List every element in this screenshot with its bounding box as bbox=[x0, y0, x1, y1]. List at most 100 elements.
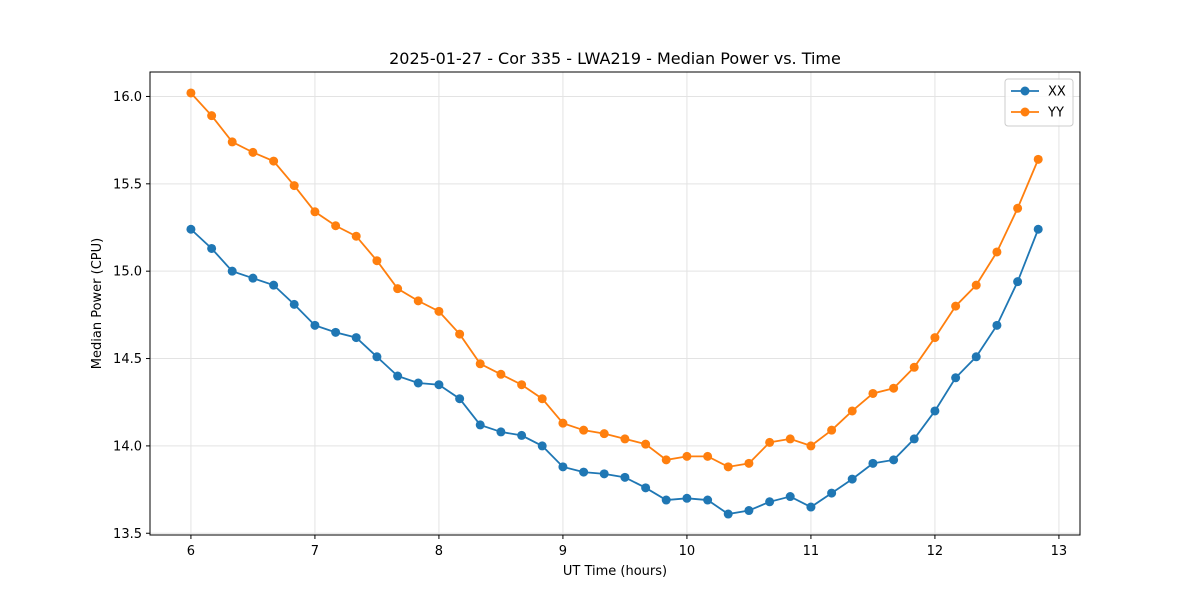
data-point-xx bbox=[310, 320, 320, 330]
data-point-xx bbox=[620, 472, 630, 482]
data-point-xx bbox=[992, 320, 1002, 330]
data-point-xx bbox=[744, 506, 754, 516]
legend-item-yy: YY bbox=[1011, 106, 1064, 121]
data-point-xx bbox=[1033, 224, 1043, 234]
legend-marker-yy bbox=[1020, 107, 1030, 117]
data-point-xx bbox=[599, 469, 609, 479]
data-point-xx bbox=[248, 273, 258, 283]
grid-lines bbox=[150, 72, 1080, 535]
x-tick-label: 10 bbox=[679, 544, 696, 559]
data-point-yy bbox=[971, 280, 981, 290]
data-point-yy bbox=[1033, 154, 1043, 164]
data-point-yy bbox=[579, 425, 589, 435]
x-tick-label: 7 bbox=[311, 544, 319, 559]
data-point-yy bbox=[806, 441, 816, 451]
y-tick-label: 15.0 bbox=[113, 265, 142, 280]
data-point-yy bbox=[599, 429, 609, 439]
data-point-yy bbox=[682, 451, 692, 461]
data-point-xx bbox=[186, 224, 196, 234]
data-point-yy bbox=[289, 181, 299, 191]
data-point-yy bbox=[992, 247, 1002, 257]
data-point-xx bbox=[785, 492, 795, 502]
data-point-xx bbox=[413, 378, 423, 388]
y-tick-label: 14.5 bbox=[113, 352, 142, 367]
data-point-yy bbox=[351, 231, 361, 241]
data-point-yy bbox=[620, 434, 630, 444]
data-point-yy bbox=[269, 156, 279, 166]
data-point-yy bbox=[475, 359, 485, 369]
legend-item-xx: XX bbox=[1011, 85, 1066, 100]
y-tick-label: 15.5 bbox=[113, 177, 142, 192]
series-yy bbox=[186, 88, 1043, 472]
data-point-yy bbox=[434, 306, 444, 316]
data-point-yy bbox=[641, 439, 651, 449]
data-point-xx bbox=[806, 502, 816, 512]
data-point-yy bbox=[744, 458, 754, 468]
data-point-xx bbox=[847, 474, 857, 484]
data-point-yy bbox=[207, 111, 217, 121]
x-tick-label: 11 bbox=[803, 544, 820, 559]
data-point-xx bbox=[682, 493, 692, 503]
data-point-yy bbox=[248, 147, 258, 157]
data-point-yy bbox=[951, 301, 961, 311]
data-point-yy bbox=[827, 425, 837, 435]
legend-label-xx: XX bbox=[1048, 85, 1066, 100]
data-point-xx bbox=[971, 352, 981, 362]
data-point-xx bbox=[496, 427, 506, 437]
x-tick-label: 6 bbox=[187, 544, 195, 559]
data-point-yy bbox=[1013, 203, 1023, 213]
y-tick-label: 13.5 bbox=[113, 527, 142, 542]
data-point-xx bbox=[579, 467, 589, 477]
data-point-xx bbox=[558, 462, 568, 472]
data-point-yy bbox=[227, 137, 237, 147]
data-point-xx bbox=[889, 455, 899, 465]
data-point-xx bbox=[207, 243, 217, 253]
data-point-yy bbox=[331, 221, 341, 231]
data-point-xx bbox=[351, 333, 361, 343]
plot-frame bbox=[149, 71, 1081, 536]
data-point-yy bbox=[413, 296, 423, 306]
legend-marker-xx bbox=[1020, 86, 1030, 96]
data-point-xx bbox=[475, 420, 485, 430]
data-point-yy bbox=[537, 394, 547, 404]
data-point-yy bbox=[558, 418, 568, 428]
data-point-xx bbox=[1013, 277, 1023, 287]
data-point-xx bbox=[269, 280, 279, 290]
data-point-yy bbox=[393, 284, 403, 294]
data-point-yy bbox=[785, 434, 795, 444]
legend: XX YY bbox=[1004, 78, 1074, 127]
data-point-xx bbox=[434, 380, 444, 390]
x-tick-label: 8 bbox=[435, 544, 443, 559]
y-axis-label: Median Power (CPU) bbox=[90, 238, 105, 369]
data-point-xx bbox=[289, 299, 299, 309]
x-tick-label: 9 bbox=[559, 544, 567, 559]
data-point-xx bbox=[827, 488, 837, 498]
data-point-yy bbox=[703, 451, 713, 461]
x-tick-label: 13 bbox=[1051, 544, 1068, 559]
data-point-yy bbox=[889, 383, 899, 393]
data-point-xx bbox=[951, 373, 961, 383]
data-point-xx bbox=[765, 497, 775, 507]
data-point-xx bbox=[661, 495, 671, 505]
data-point-yy bbox=[868, 388, 878, 398]
chart-title: 2025-01-27 - Cor 335 - LWA219 - Median P… bbox=[389, 49, 841, 68]
x-tick-label: 12 bbox=[927, 544, 944, 559]
y-axis: 13.5 14.0 14.5 15.0 15.5 16.0 bbox=[113, 90, 150, 542]
data-point-yy bbox=[517, 380, 527, 390]
data-point-xx bbox=[393, 371, 403, 381]
data-point-xx bbox=[868, 458, 878, 468]
data-point-xx bbox=[723, 509, 733, 519]
data-point-xx bbox=[517, 430, 527, 440]
data-point-xx bbox=[537, 441, 547, 451]
data-point-yy bbox=[661, 455, 671, 465]
data-point-yy bbox=[372, 256, 382, 266]
data-point-xx bbox=[227, 266, 237, 276]
data-point-yy bbox=[847, 406, 857, 416]
data-point-xx bbox=[703, 495, 713, 505]
data-point-yy bbox=[455, 329, 465, 339]
x-axis: 6 7 8 9 10 11 12 13 bbox=[187, 535, 1067, 559]
data-point-xx bbox=[372, 352, 382, 362]
data-point-xx bbox=[930, 406, 940, 416]
